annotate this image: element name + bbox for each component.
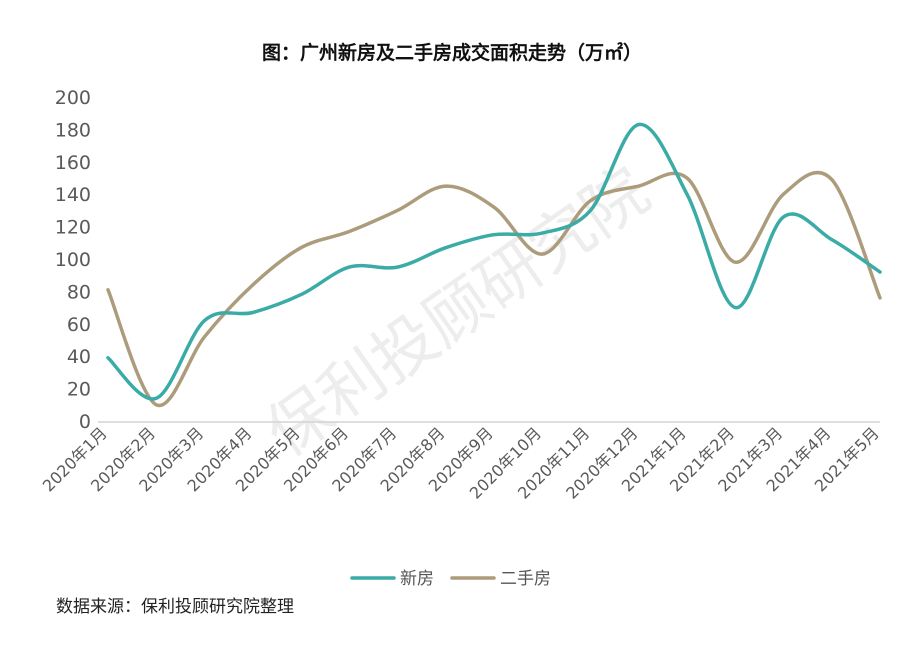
y-tick-label: 180	[55, 119, 91, 141]
y-tick-label: 80	[67, 281, 91, 303]
source-note: 数据来源：保利投顾研究院整理	[56, 597, 294, 617]
legend: 新房 二手房	[350, 569, 551, 589]
y-tick-label: 160	[55, 152, 91, 174]
y-tick-label: 60	[67, 314, 91, 336]
y-tick-label: 200	[55, 87, 91, 109]
y-tick-label: 100	[55, 249, 91, 271]
y-tick-label: 0	[79, 411, 91, 433]
legend-label: 新房	[400, 569, 434, 589]
chart-title: 图：广州新房及二手房成交面积走势（万㎡）	[262, 41, 642, 64]
y-tick-label: 120	[55, 217, 91, 239]
y-tick-label: 140	[55, 184, 91, 206]
series-layer	[106, 122, 882, 408]
y-tick-label: 20	[67, 379, 91, 401]
legend-label: 二手房	[500, 569, 551, 589]
y-tick-label: 40	[67, 346, 91, 368]
series-line-新房	[106, 122, 882, 401]
y-axis: 0 20 40 60 80 100 120 140 160 180 200	[55, 87, 91, 433]
series-line-二手房	[106, 170, 882, 408]
